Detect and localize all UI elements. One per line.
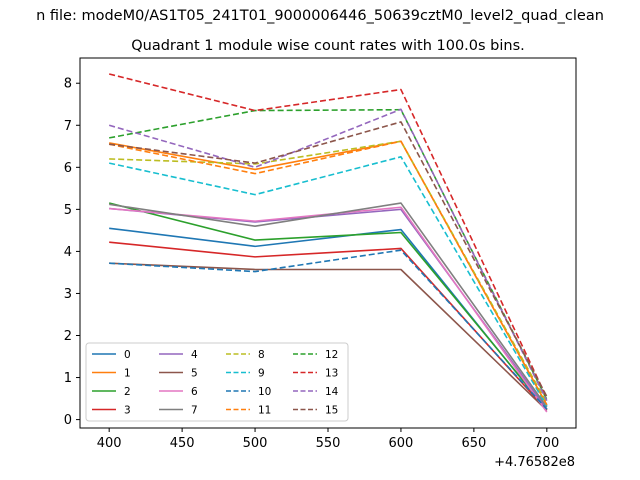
y-tick-label-4: 4 bbox=[64, 245, 72, 260]
x-offset-label: +4.76582e8 bbox=[494, 455, 575, 470]
series-line-11 bbox=[109, 140, 548, 406]
series-line-14 bbox=[108, 108, 548, 402]
y-tick-label-0: 0 bbox=[64, 413, 72, 428]
series-line-9 bbox=[109, 156, 548, 407]
x-tick-label-550: 550 bbox=[316, 436, 341, 451]
legend-label-5: 5 bbox=[191, 368, 198, 380]
legend-label-0: 0 bbox=[124, 349, 131, 361]
x-tick-label-700: 700 bbox=[534, 436, 559, 451]
series-line-12 bbox=[109, 108, 548, 400]
legend-label-9: 9 bbox=[258, 368, 265, 380]
legend-label-11: 11 bbox=[258, 405, 271, 417]
series-line-2 bbox=[108, 202, 548, 410]
legend-label-6: 6 bbox=[191, 386, 198, 398]
figure-suptitle: n file: modeM0/AS1T05_241T01_9000006446_… bbox=[36, 8, 604, 24]
series-line-5 bbox=[109, 262, 548, 411]
chart-title: Quadrant 1 module wise count rates with … bbox=[131, 38, 525, 54]
legend-label-14: 14 bbox=[325, 386, 339, 398]
y-tick-label-5: 5 bbox=[64, 203, 72, 218]
legend-label-12: 12 bbox=[325, 349, 338, 361]
legend-label-10: 10 bbox=[258, 386, 271, 398]
x-tick-label-600: 600 bbox=[389, 436, 414, 451]
series-line-8 bbox=[109, 140, 548, 404]
y-tick-label-1: 1 bbox=[64, 371, 72, 386]
series-line-7 bbox=[109, 202, 548, 408]
y-tick-label-3: 3 bbox=[64, 287, 72, 302]
legend-box bbox=[85, 342, 349, 422]
legend-label-8: 8 bbox=[258, 349, 265, 361]
legend-label-7: 7 bbox=[191, 405, 198, 417]
legend-label-15: 15 bbox=[325, 405, 338, 417]
legend-label-4: 4 bbox=[191, 349, 198, 361]
x-tick-label-400: 400 bbox=[97, 436, 122, 451]
x-tick-label-650: 650 bbox=[461, 436, 486, 451]
y-tick-label-2: 2 bbox=[64, 329, 72, 344]
series-line-10 bbox=[109, 249, 548, 410]
legend-label-1: 1 bbox=[124, 368, 131, 380]
series-line-15 bbox=[109, 121, 548, 397]
plot-area bbox=[108, 73, 548, 413]
y-tick-label-8: 8 bbox=[64, 77, 72, 92]
x-tick-label-500: 500 bbox=[243, 436, 268, 451]
x-tick-label-450: 450 bbox=[170, 436, 195, 451]
legend-label-13: 13 bbox=[325, 368, 338, 380]
y-tick-label-7: 7 bbox=[64, 119, 72, 134]
series-line-13 bbox=[108, 73, 548, 399]
y-tick-label-6: 6 bbox=[64, 161, 72, 176]
legend-label-2: 2 bbox=[124, 386, 131, 398]
legend-label-3: 3 bbox=[124, 405, 131, 417]
